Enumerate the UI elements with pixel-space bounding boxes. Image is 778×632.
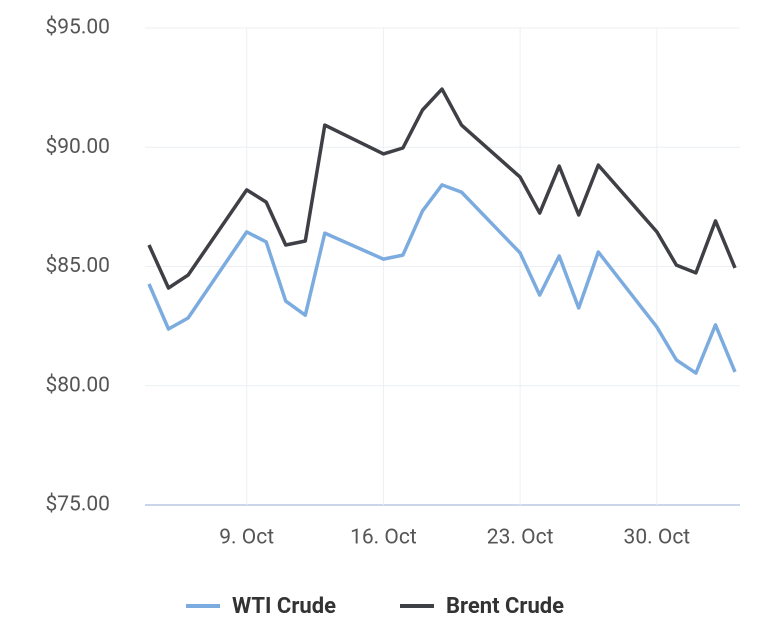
y-tick-label: $85.00 bbox=[45, 254, 110, 278]
y-tick-label: $95.00 bbox=[45, 16, 110, 40]
x-tick-label: 16. Oct bbox=[350, 526, 417, 550]
legend-label: Brent Crude bbox=[446, 594, 564, 619]
y-tick-label: $80.00 bbox=[45, 373, 110, 397]
x-tick-label: 23. Oct bbox=[487, 526, 554, 550]
y-tick-label: $75.00 bbox=[45, 493, 110, 517]
legend: WTI Crude Brent Crude bbox=[186, 594, 564, 619]
series-line bbox=[147, 183, 737, 375]
x-tick-label: 9. Oct bbox=[219, 526, 274, 550]
legend-label: WTI Crude bbox=[232, 594, 336, 619]
x-tick-label: 30. Oct bbox=[624, 526, 691, 550]
series-line bbox=[147, 87, 737, 290]
y-tick-label: $90.00 bbox=[45, 135, 110, 159]
